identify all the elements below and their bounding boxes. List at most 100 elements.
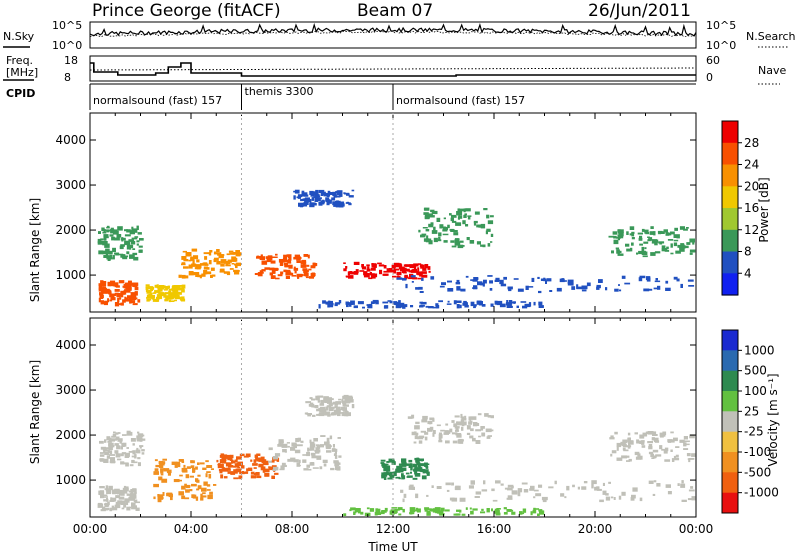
power-cell	[318, 189, 325, 194]
velocity-cell	[280, 465, 285, 470]
power-ytick-label: 4000	[55, 133, 86, 147]
velocity-cell	[616, 442, 622, 448]
power-cell	[258, 255, 261, 259]
power-cell	[626, 248, 631, 252]
velocity-cell	[298, 459, 301, 464]
power-cell	[333, 203, 337, 207]
velocity-cell	[120, 453, 124, 457]
velocity-cell	[109, 460, 116, 464]
power-cell	[272, 256, 278, 258]
velocity-cell	[632, 487, 638, 492]
power-cell	[132, 303, 138, 306]
velocity-cell	[341, 398, 344, 403]
velocity-cell	[396, 465, 402, 470]
power-cell	[531, 277, 535, 282]
power-cell	[196, 259, 200, 263]
power-cell	[120, 244, 125, 247]
velocity-cell	[141, 449, 145, 452]
power-cell	[181, 296, 185, 301]
power-cell	[260, 254, 263, 258]
velocity-cell	[470, 480, 475, 485]
velocity-cell	[683, 436, 688, 440]
velocity-cell	[414, 509, 418, 512]
power-cell	[97, 238, 102, 244]
power-cell	[217, 252, 222, 256]
velocity-cell	[554, 480, 557, 485]
power-panel-frame	[89, 112, 697, 313]
power-cell	[179, 285, 184, 287]
velocity-cell	[105, 485, 109, 489]
power-cell	[527, 286, 534, 288]
power-cell	[411, 281, 414, 283]
velocity-cell	[309, 446, 315, 451]
power-cell	[391, 264, 396, 268]
velocity-cell	[674, 458, 680, 461]
velocity-cell	[455, 429, 459, 432]
velocity-cell	[523, 489, 529, 493]
power-cell	[617, 238, 620, 241]
power-cell	[316, 198, 321, 201]
velocity-cell	[530, 485, 535, 490]
velocity-cell	[520, 512, 525, 515]
freq-left-tick-top: 18	[64, 54, 78, 67]
velocity-cell	[622, 447, 626, 451]
velocity-cell	[677, 483, 680, 486]
power-cell	[190, 257, 195, 261]
velocity-cell	[231, 460, 233, 464]
power-cell	[334, 303, 338, 307]
velocity-cell	[103, 494, 108, 496]
velocity-cell	[460, 422, 464, 424]
power-cell	[156, 296, 160, 300]
station-title: Prince George (fitACF)	[92, 1, 281, 21]
power-cell	[126, 251, 130, 255]
power-cell	[318, 304, 321, 309]
velocity-cell	[415, 432, 419, 436]
velocity-cell	[416, 508, 421, 513]
velocity-cell	[331, 448, 336, 452]
power-cell	[487, 243, 491, 247]
velocity-cell	[247, 467, 253, 471]
power-cell	[676, 234, 680, 239]
power-cell	[165, 295, 172, 300]
power-cell	[270, 275, 275, 279]
power-cell	[98, 250, 104, 255]
velocity-cell	[436, 510, 442, 514]
power-cell	[428, 306, 434, 309]
power-cell	[335, 195, 341, 198]
power-cell	[114, 285, 119, 288]
velocity-cell	[424, 436, 428, 441]
velocity-cell	[153, 483, 159, 488]
power-cell	[322, 199, 325, 202]
power-cell	[442, 233, 449, 236]
velocity-cell	[119, 493, 124, 496]
power-cell	[124, 289, 127, 292]
velocity-cell	[627, 440, 634, 443]
velocity-cell	[99, 454, 105, 457]
power-cell	[260, 270, 263, 274]
power-cell	[418, 286, 423, 290]
velocity-cell	[139, 446, 142, 449]
power-cell	[132, 252, 138, 256]
power-cell	[136, 225, 139, 230]
velocity-cell	[178, 459, 184, 462]
velocity-ylabel: Slant Range [km]	[28, 360, 42, 464]
power-cell	[279, 262, 284, 266]
power-cell	[473, 304, 477, 307]
velocity-cell	[243, 455, 249, 458]
power-cell	[109, 254, 113, 258]
velocity-cell	[307, 414, 312, 417]
power-cell	[176, 291, 182, 295]
velocity-cell	[627, 432, 631, 436]
power-cell	[346, 202, 349, 204]
velocity-cell	[335, 409, 341, 413]
power-cell	[124, 234, 131, 237]
velocity-cell	[229, 457, 233, 461]
velocity-cell	[521, 482, 528, 485]
velocity-cell	[653, 437, 659, 443]
velocity-cell	[664, 447, 669, 452]
velocity-cell	[533, 489, 539, 492]
power-cell	[450, 240, 455, 243]
velocity-cell	[475, 440, 481, 444]
velocity-cell	[126, 506, 131, 511]
velocity-cell	[126, 431, 133, 436]
